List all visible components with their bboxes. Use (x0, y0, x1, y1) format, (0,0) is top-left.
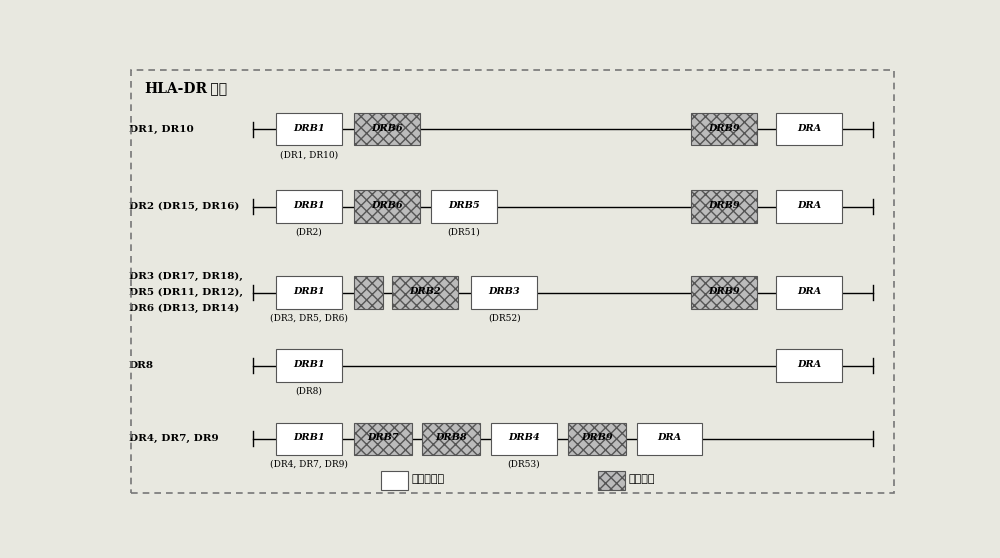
Bar (637, 422, 702, 455)
Bar (276, 190, 342, 223)
Text: DRB9: DRB9 (708, 124, 740, 133)
Text: DRB3: DRB3 (489, 287, 520, 296)
Bar (354, 422, 412, 455)
Text: DRB7: DRB7 (367, 433, 398, 442)
Bar (276, 349, 342, 382)
Bar (276, 276, 342, 309)
Text: DRB1: DRB1 (293, 124, 325, 133)
Text: DRB9: DRB9 (708, 287, 740, 296)
Bar (431, 190, 497, 223)
Text: DRA: DRA (797, 360, 821, 369)
Bar (776, 349, 842, 382)
Bar (354, 276, 383, 309)
Text: DRB4: DRB4 (508, 433, 540, 442)
Bar (491, 422, 557, 455)
Bar (276, 422, 342, 455)
Bar (354, 113, 420, 146)
Text: (DR8): (DR8) (296, 387, 322, 396)
Text: (DR2): (DR2) (296, 228, 322, 237)
Text: DRA: DRA (797, 124, 821, 133)
Text: HLA-DR: HLA-DR (144, 82, 207, 96)
Text: DR5 (DR11, DR12),: DR5 (DR11, DR12), (129, 288, 243, 297)
Bar (691, 190, 757, 223)
Text: (DR52): (DR52) (488, 314, 521, 323)
Bar (471, 276, 537, 309)
Text: DR6 (DR13, DR14): DR6 (DR13, DR14) (129, 304, 239, 314)
Text: DR8: DR8 (129, 361, 154, 370)
Text: ：表达基因: ：表达基因 (412, 474, 445, 484)
Text: DRB5: DRB5 (448, 201, 480, 210)
Bar (276, 113, 342, 146)
Bar (392, 276, 458, 309)
Text: (DR3, DR5, DR6): (DR3, DR5, DR6) (270, 314, 348, 323)
Text: DRB1: DRB1 (293, 433, 325, 442)
Text: DRA: DRA (797, 201, 821, 210)
Bar (422, 422, 480, 455)
Text: (DR4, DR7, DR9): (DR4, DR7, DR9) (270, 460, 348, 469)
Text: (DR53): (DR53) (507, 460, 540, 469)
Text: DRB1: DRB1 (293, 287, 325, 296)
Text: ：假基因: ：假基因 (629, 474, 655, 484)
Text: DRB1: DRB1 (293, 201, 325, 210)
Bar (691, 276, 757, 309)
Bar (381, 471, 408, 490)
Text: DRA: DRA (797, 287, 821, 296)
Text: DR1, DR10: DR1, DR10 (129, 125, 194, 134)
Bar (776, 190, 842, 223)
Text: DR4, DR7, DR9: DR4, DR7, DR9 (129, 434, 218, 443)
Text: DRB9: DRB9 (582, 433, 613, 442)
Bar (598, 471, 625, 490)
Text: DR3 (DR17, DR18),: DR3 (DR17, DR18), (129, 272, 243, 281)
Bar (776, 113, 842, 146)
Text: DRB9: DRB9 (708, 201, 740, 210)
Bar (568, 422, 626, 455)
Bar (354, 190, 420, 223)
Text: DRB6: DRB6 (371, 201, 402, 210)
Bar (691, 113, 757, 146)
Text: DRA: DRA (657, 433, 682, 442)
Text: (DR1, DR10): (DR1, DR10) (280, 151, 338, 160)
Text: DRB2: DRB2 (410, 287, 441, 296)
Bar (776, 276, 842, 309)
Text: 分子: 分子 (206, 82, 228, 96)
Text: DR2 (DR15, DR16): DR2 (DR15, DR16) (129, 202, 239, 211)
Text: (DR51): (DR51) (448, 228, 480, 237)
Text: DRB1: DRB1 (293, 360, 325, 369)
Text: DRB8: DRB8 (435, 433, 467, 442)
Text: DRB6: DRB6 (371, 124, 402, 133)
